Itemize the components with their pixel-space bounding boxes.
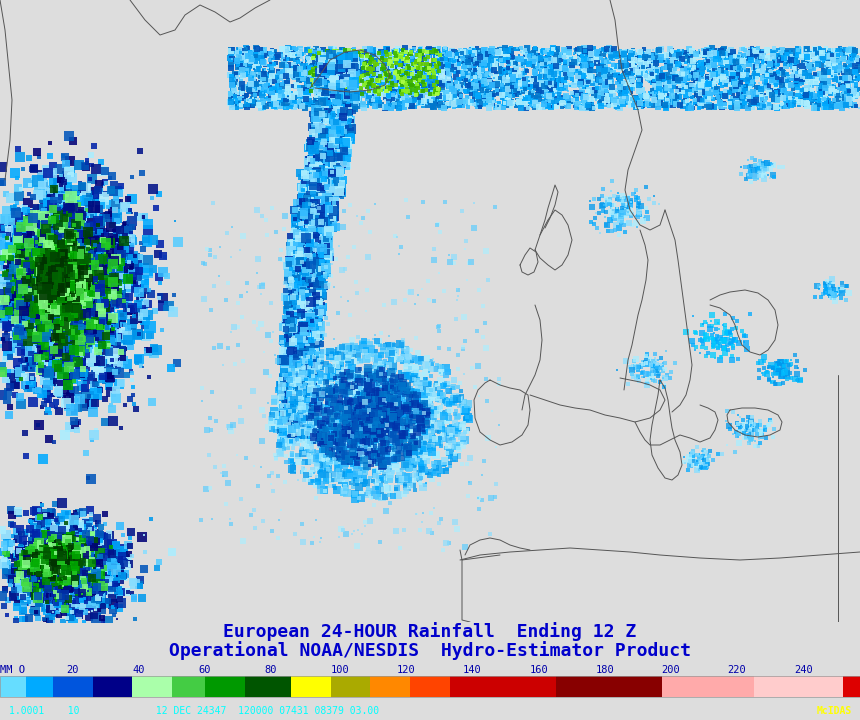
Bar	[331, 676, 371, 697]
Bar	[245, 676, 291, 697]
Bar	[410, 676, 450, 697]
Text: 240: 240	[794, 665, 813, 675]
Text: 40: 40	[132, 665, 144, 675]
Text: 80: 80	[265, 665, 277, 675]
Text: European 24-HOUR Rainfall  Ending 12 Z: European 24-HOUR Rainfall Ending 12 Z	[224, 622, 636, 641]
Bar	[371, 676, 410, 697]
Text: 200: 200	[661, 665, 680, 675]
Bar	[132, 676, 172, 697]
Bar	[291, 676, 331, 697]
Text: 100: 100	[331, 665, 349, 675]
Text: 180: 180	[595, 665, 614, 675]
Text: Operational NOAA/NESDIS  Hydro-Estimator Product: Operational NOAA/NESDIS Hydro-Estimator …	[169, 641, 691, 660]
Text: 220: 220	[728, 665, 746, 675]
Text: 120: 120	[397, 665, 415, 675]
Text: 60: 60	[199, 665, 211, 675]
Text: MM O: MM O	[0, 665, 25, 675]
Bar	[556, 676, 661, 697]
Bar	[53, 676, 93, 697]
Text: McIDAS: McIDAS	[816, 706, 851, 716]
Bar	[844, 676, 860, 697]
Bar	[27, 676, 53, 697]
Bar	[754, 676, 844, 697]
Bar	[0, 676, 860, 697]
Text: 1.0001    10             12 DEC 24347  120000 07431 08379 03.00: 1.0001 10 12 DEC 24347 120000 07431 0837…	[9, 706, 378, 716]
Text: 20: 20	[66, 665, 78, 675]
Text: 140: 140	[463, 665, 482, 675]
Bar	[93, 676, 132, 697]
Bar	[172, 676, 205, 697]
Bar	[205, 676, 245, 697]
Bar	[0, 676, 27, 697]
Text: 160: 160	[529, 665, 548, 675]
Bar	[450, 676, 556, 697]
Bar	[661, 676, 754, 697]
